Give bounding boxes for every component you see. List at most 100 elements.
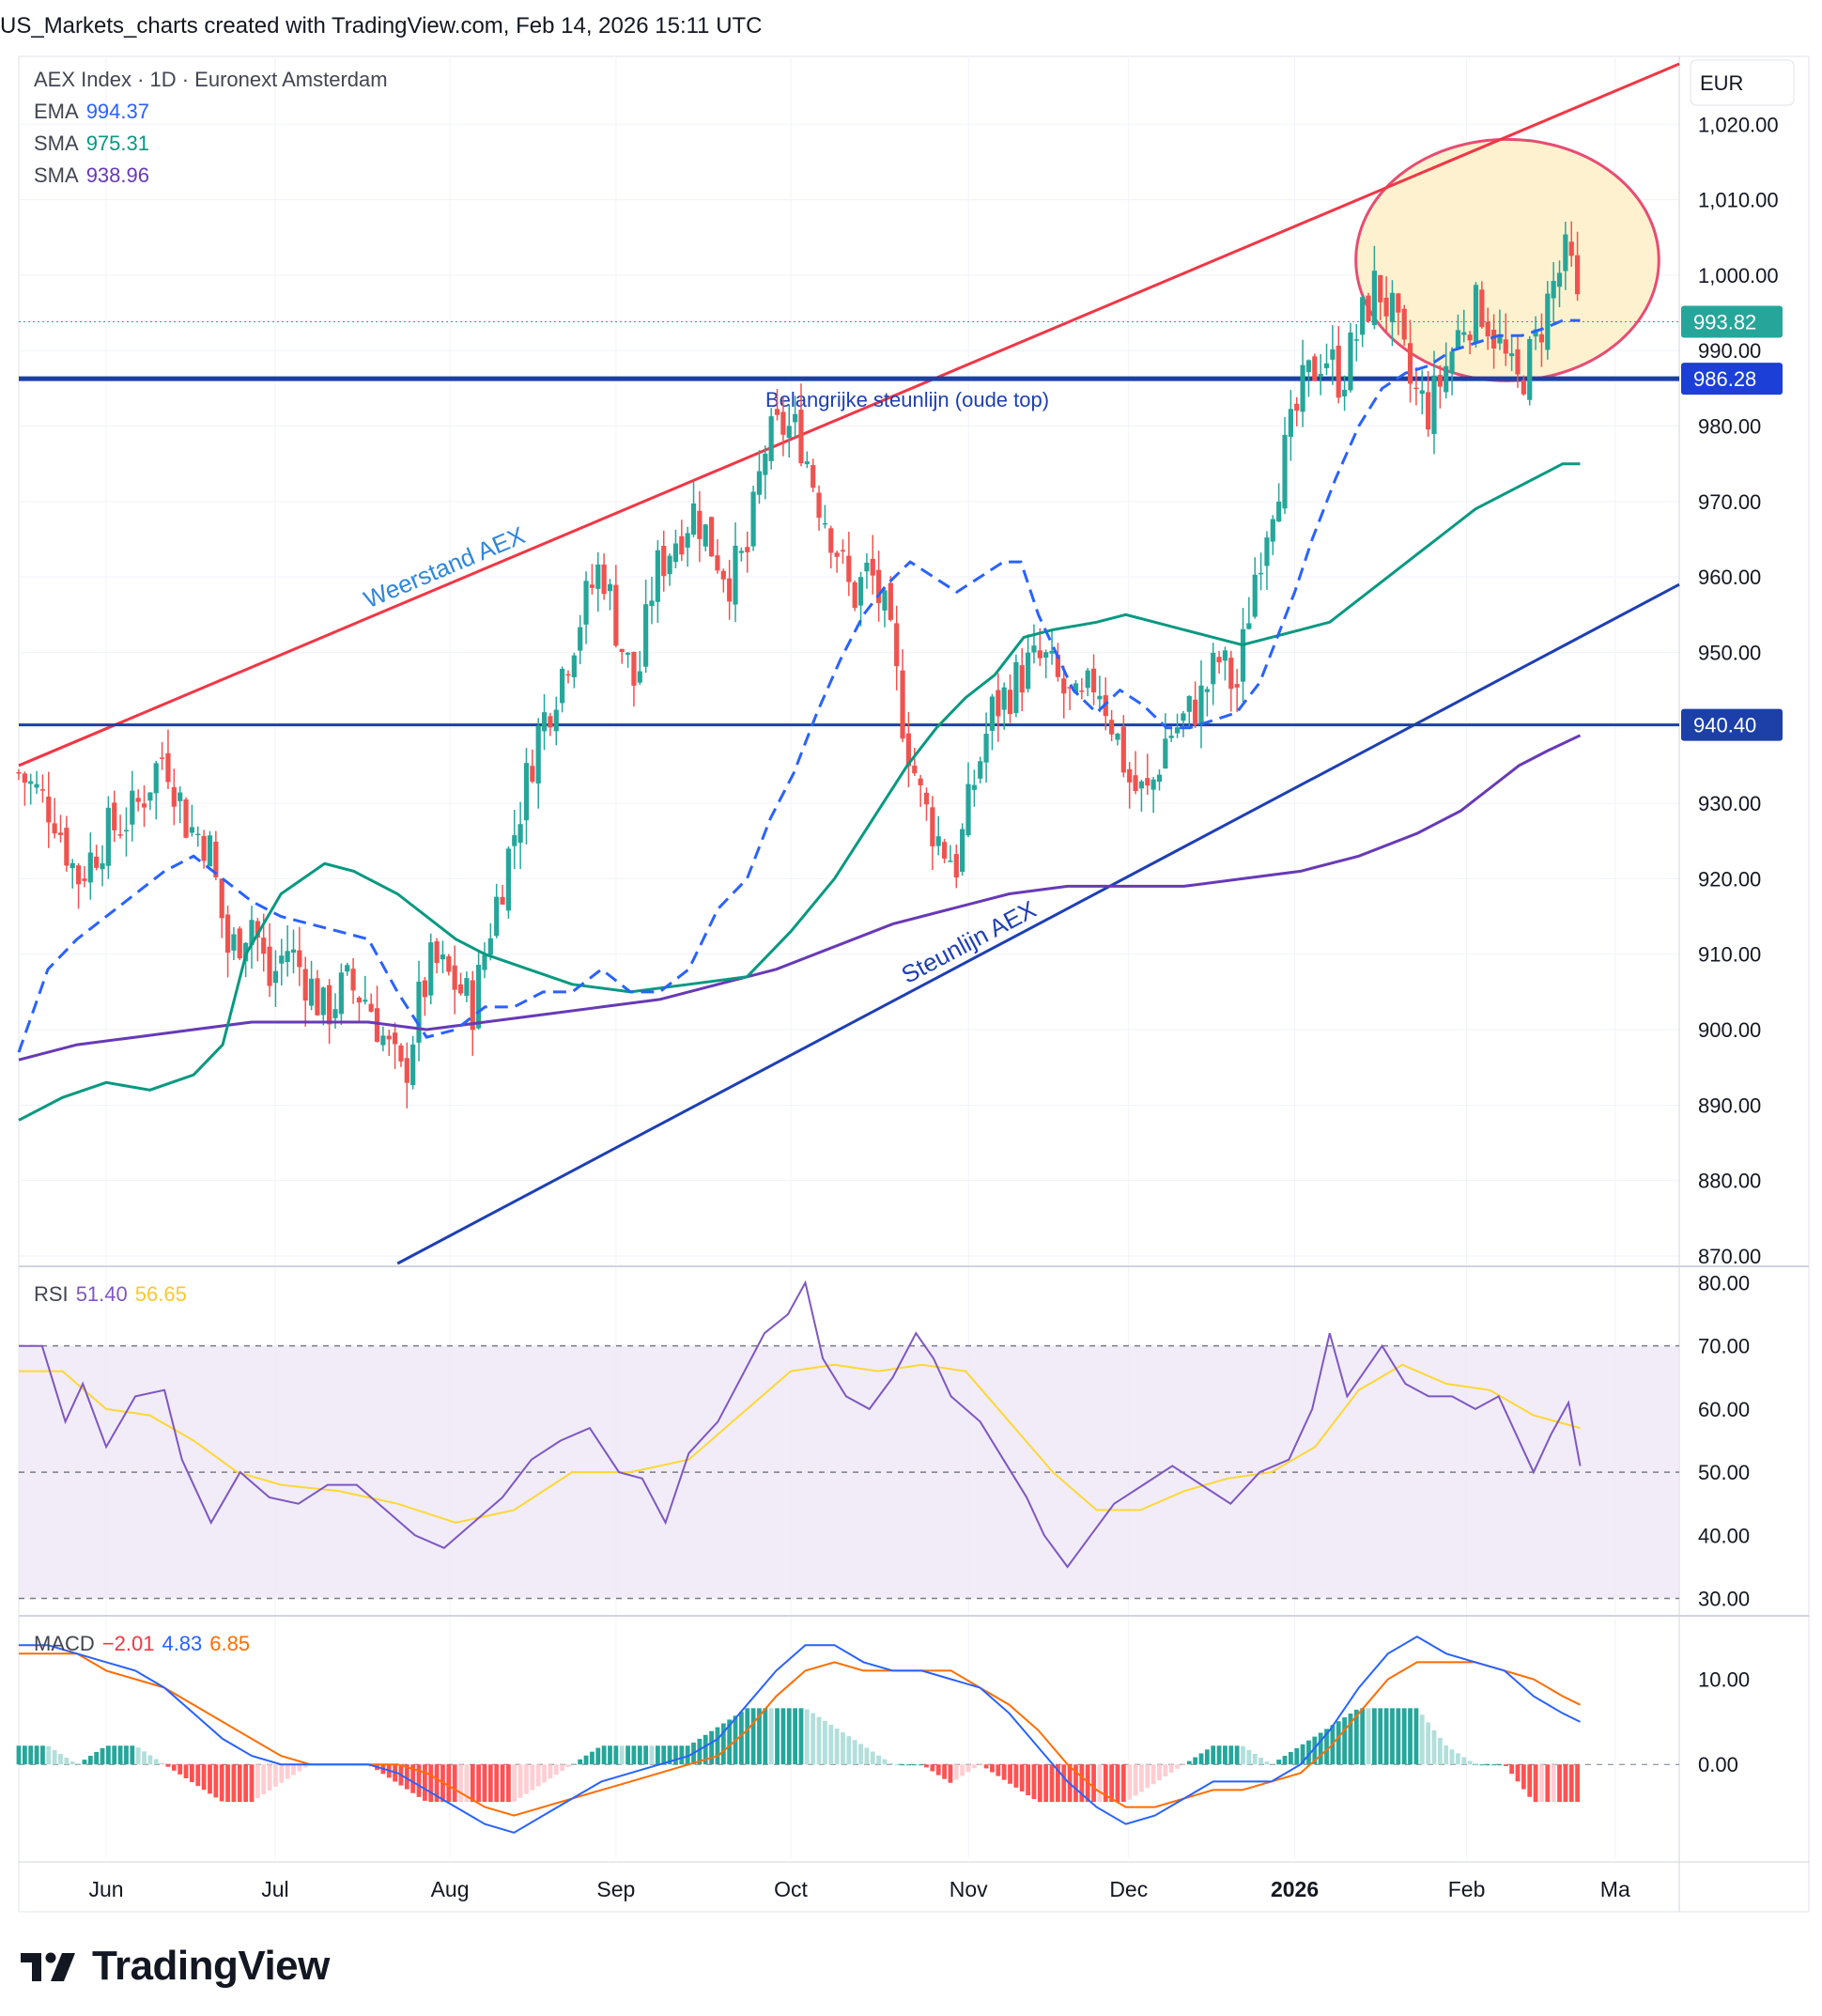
candle-up: [756, 471, 763, 495]
candle-up: [607, 583, 613, 592]
macd-histogram-bar: [1378, 1708, 1383, 1765]
macd-histogram-bar: [661, 1745, 667, 1765]
macd-histogram-bar: [404, 1764, 409, 1790]
candle-up: [1073, 683, 1079, 693]
macd-histogram-bar: [608, 1745, 612, 1765]
macd-histogram-bar: [1043, 1764, 1049, 1803]
candle-up: [960, 829, 965, 873]
macd-histogram-bar: [183, 1764, 189, 1778]
candle-up: [487, 938, 493, 955]
macd-histogram-bar: [261, 1764, 267, 1795]
candle-up: [1258, 572, 1264, 575]
macd-histogram-bar: [1008, 1764, 1012, 1784]
macd-histogram-bar: [1133, 1764, 1138, 1796]
time-tick-label: Oct: [774, 1877, 808, 1901]
macd-histogram-bar: [1479, 1764, 1485, 1766]
macd-histogram-bar: [94, 1751, 100, 1765]
macd-histogram-bar: [601, 1745, 607, 1765]
candle-down: [1007, 690, 1013, 715]
candle-down: [1467, 334, 1473, 341]
time-tick-label: Jun: [89, 1877, 124, 1901]
macd-histogram-bar: [1115, 1764, 1120, 1803]
macd-histogram-bar: [542, 1764, 547, 1783]
candle-up: [882, 590, 888, 611]
macd-histogram-bar: [900, 1764, 905, 1766]
candle-down: [697, 510, 703, 539]
macd-histogram-bar: [1258, 1758, 1263, 1765]
candle-up: [768, 416, 774, 461]
macd-histogram-bar: [745, 1708, 750, 1765]
candle-down: [267, 946, 272, 986]
candle-down: [923, 792, 930, 805]
macd-histogram-bar: [1300, 1744, 1305, 1765]
macd-legend: MACD −2.01 4.83 6.85: [34, 1628, 250, 1660]
macd-histogram-bar: [189, 1764, 194, 1783]
candle-up: [123, 830, 130, 832]
candle-up: [935, 836, 941, 846]
candle-down: [1413, 387, 1419, 390]
candle-down: [876, 569, 882, 603]
legend-sma2-label: SMA: [34, 163, 79, 187]
candle-down: [852, 582, 857, 609]
macd-histogram-bar: [458, 1764, 463, 1803]
macd-histogram-bar: [302, 1764, 308, 1768]
candle-up: [965, 783, 971, 836]
tradingview-logo[interactable]: TradingView: [21, 1943, 330, 1990]
candle-up: [1473, 285, 1479, 344]
candle-up: [1342, 389, 1348, 396]
candle-up: [1181, 713, 1186, 721]
candle-up: [1431, 375, 1437, 434]
macd-histogram-bar: [1073, 1764, 1078, 1803]
candle-up: [231, 934, 237, 951]
candle-down: [1366, 295, 1371, 321]
candle-down: [708, 517, 715, 557]
candle-up: [1211, 652, 1216, 685]
macd-histogram-bar: [1211, 1745, 1216, 1765]
macd-histogram-bar: [1276, 1760, 1282, 1765]
macd-histogram-bar: [1509, 1764, 1515, 1775]
candle-up: [28, 781, 34, 784]
candle-down: [500, 896, 505, 905]
macd-histogram-bar: [535, 1764, 541, 1787]
old-top-label: Belangrijke steunlijn (oude top): [765, 388, 1049, 411]
candle-down: [870, 558, 875, 576]
macd-histogram-bar: [1127, 1764, 1133, 1800]
macd-histogram-bar: [243, 1764, 249, 1803]
candle-down: [1294, 403, 1300, 411]
macd-histogram-bar: [948, 1764, 953, 1783]
macd-histogram-bar: [1150, 1764, 1156, 1785]
macd-histogram-bar: [553, 1764, 559, 1776]
candle-up: [1198, 685, 1204, 725]
candle-down: [780, 411, 786, 435]
price-tick-label: 910.00: [1698, 943, 1761, 967]
candle-down: [1378, 274, 1383, 302]
candle-down: [745, 547, 750, 552]
candle-down: [613, 584, 619, 646]
legend-rsi-ma-value: 56.65: [134, 1282, 187, 1306]
price-tick-label: 900.00: [1698, 1018, 1761, 1042]
candle-up: [1264, 537, 1270, 566]
candle-up: [1138, 781, 1145, 789]
candle-up: [380, 1035, 386, 1046]
candle-up: [978, 761, 983, 779]
macd-histogram-bar: [1366, 1708, 1371, 1765]
candle-up: [494, 896, 500, 937]
candle-down: [930, 807, 935, 846]
legend-macd-value: 4.83: [162, 1632, 203, 1655]
candle-up: [1115, 733, 1120, 740]
candle-up: [822, 522, 828, 525]
time-tick-label: Aug: [431, 1877, 470, 1901]
candle-up: [1013, 661, 1019, 714]
price-tick-label: 880.00: [1698, 1170, 1761, 1193]
macd-histogram-bar: [1497, 1764, 1503, 1766]
macd-histogram-bar: [201, 1764, 207, 1791]
candle-up: [512, 835, 517, 846]
macd-histogram-bar: [267, 1764, 272, 1791]
candle-down: [530, 766, 535, 783]
macd-histogram-bar: [775, 1708, 780, 1765]
legend-rsi-value: 51.40: [75, 1282, 128, 1306]
macd-histogram-bar: [1234, 1745, 1240, 1765]
candle-up: [685, 533, 690, 548]
